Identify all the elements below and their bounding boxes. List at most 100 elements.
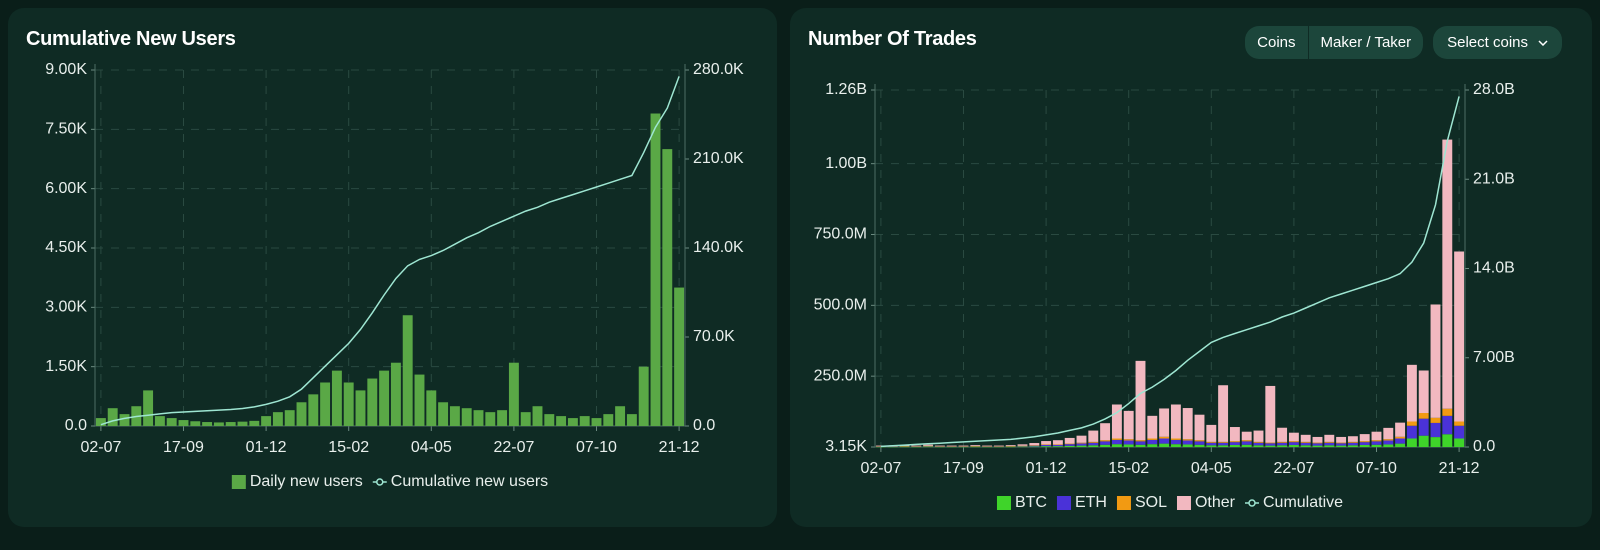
bar	[970, 446, 981, 448]
bar	[1229, 442, 1240, 446]
bar	[1383, 444, 1394, 447]
y-tick-label: 1.26B	[825, 81, 867, 98]
bar	[202, 422, 213, 426]
bar	[934, 446, 945, 447]
bar	[1052, 440, 1063, 445]
bar	[1100, 444, 1111, 447]
bar	[1383, 427, 1394, 440]
y-tick-label: 1.50K	[45, 358, 87, 375]
bar	[1442, 139, 1453, 409]
x-tick-label: 07-10	[576, 439, 617, 456]
bar	[1100, 423, 1111, 441]
legend-label: Daily new users	[250, 473, 363, 490]
bar	[1170, 404, 1181, 439]
bar	[1100, 440, 1111, 442]
bar	[1288, 432, 1299, 442]
bar	[1241, 441, 1252, 445]
bar	[1159, 438, 1170, 444]
bar	[1359, 441, 1370, 443]
bar	[1288, 442, 1299, 446]
bar	[1324, 445, 1335, 447]
bar	[1029, 443, 1040, 446]
bar	[1076, 443, 1087, 446]
bar	[1406, 421, 1417, 426]
bar	[497, 410, 508, 426]
bar	[379, 370, 390, 426]
bar	[1277, 427, 1288, 442]
bar	[603, 414, 614, 426]
bar	[1430, 437, 1441, 447]
bar	[1206, 424, 1217, 442]
bar	[1147, 444, 1158, 447]
bar	[1135, 360, 1146, 441]
bar	[1170, 444, 1181, 447]
bar	[1182, 444, 1193, 447]
bar	[982, 446, 993, 448]
bar	[1064, 443, 1075, 445]
x-tick-label: 04-05	[1191, 460, 1232, 477]
bar	[1288, 441, 1299, 443]
y-tick-label: 6.00K	[45, 180, 87, 197]
maker-taker-button[interactable]: Maker / Taker	[1307, 26, 1424, 59]
y-tick-label: 1.00B	[825, 155, 867, 172]
bar	[923, 444, 934, 446]
bar	[1336, 442, 1347, 444]
bar	[946, 446, 957, 447]
line	[100, 76, 680, 426]
bar	[461, 408, 472, 426]
y-tick-label: 0.0	[65, 417, 87, 434]
x-tick-label: 15-02	[328, 439, 369, 456]
x-tick-label: 22-07	[493, 439, 534, 456]
bar	[249, 420, 260, 426]
bar	[1229, 441, 1240, 443]
bar	[1194, 441, 1205, 445]
y-tick-label: 4.50K	[45, 239, 87, 256]
bar	[1159, 408, 1170, 437]
bar	[532, 406, 543, 426]
bar	[261, 416, 272, 426]
bar	[875, 446, 886, 447]
bar	[1206, 441, 1217, 443]
bar	[567, 418, 578, 426]
bar	[1041, 441, 1052, 445]
bar	[1111, 439, 1122, 445]
bar	[1442, 408, 1453, 416]
chart: 3.15K 250.0M 500.0M 750.0M 1.00B 1.26B 0.0 7.00…	[814, 81, 1515, 511]
y-tick-label: 3.15K	[825, 438, 867, 455]
coins-button[interactable]: Coins	[1257, 34, 1296, 51]
bar	[1241, 444, 1252, 447]
bar	[1430, 304, 1441, 418]
bar	[1041, 444, 1052, 445]
bar	[923, 446, 934, 448]
bar	[1277, 445, 1288, 447]
x-tick-label: 01-12	[246, 439, 287, 456]
y2-tick-label: 0.0	[1473, 438, 1495, 455]
bar	[1147, 439, 1158, 445]
bar	[934, 446, 945, 448]
bar	[982, 445, 993, 447]
bar	[1076, 442, 1087, 444]
bar	[899, 445, 910, 447]
bar	[1371, 444, 1382, 447]
bar	[1395, 422, 1406, 437]
bar	[1111, 444, 1122, 447]
bar	[272, 412, 283, 426]
bar	[1265, 445, 1276, 447]
bar	[1347, 445, 1358, 447]
x-tick-label: 21-12	[1439, 460, 1480, 477]
bar	[1182, 440, 1193, 445]
x-tick-label: 15-02	[1108, 460, 1149, 477]
bar	[911, 445, 922, 447]
y-tick-label: 9.00K	[45, 61, 87, 78]
bar	[1170, 439, 1181, 445]
bar	[1088, 442, 1099, 446]
bar	[1017, 445, 1028, 447]
bar	[1277, 441, 1288, 443]
y2-tick-label: 28.0B	[1473, 81, 1515, 98]
bar	[1229, 427, 1240, 442]
bar	[1406, 438, 1417, 447]
bar	[1005, 445, 1016, 446]
bar	[1135, 441, 1146, 445]
select-coins-dropdown[interactable]: Select coins	[1433, 26, 1562, 59]
